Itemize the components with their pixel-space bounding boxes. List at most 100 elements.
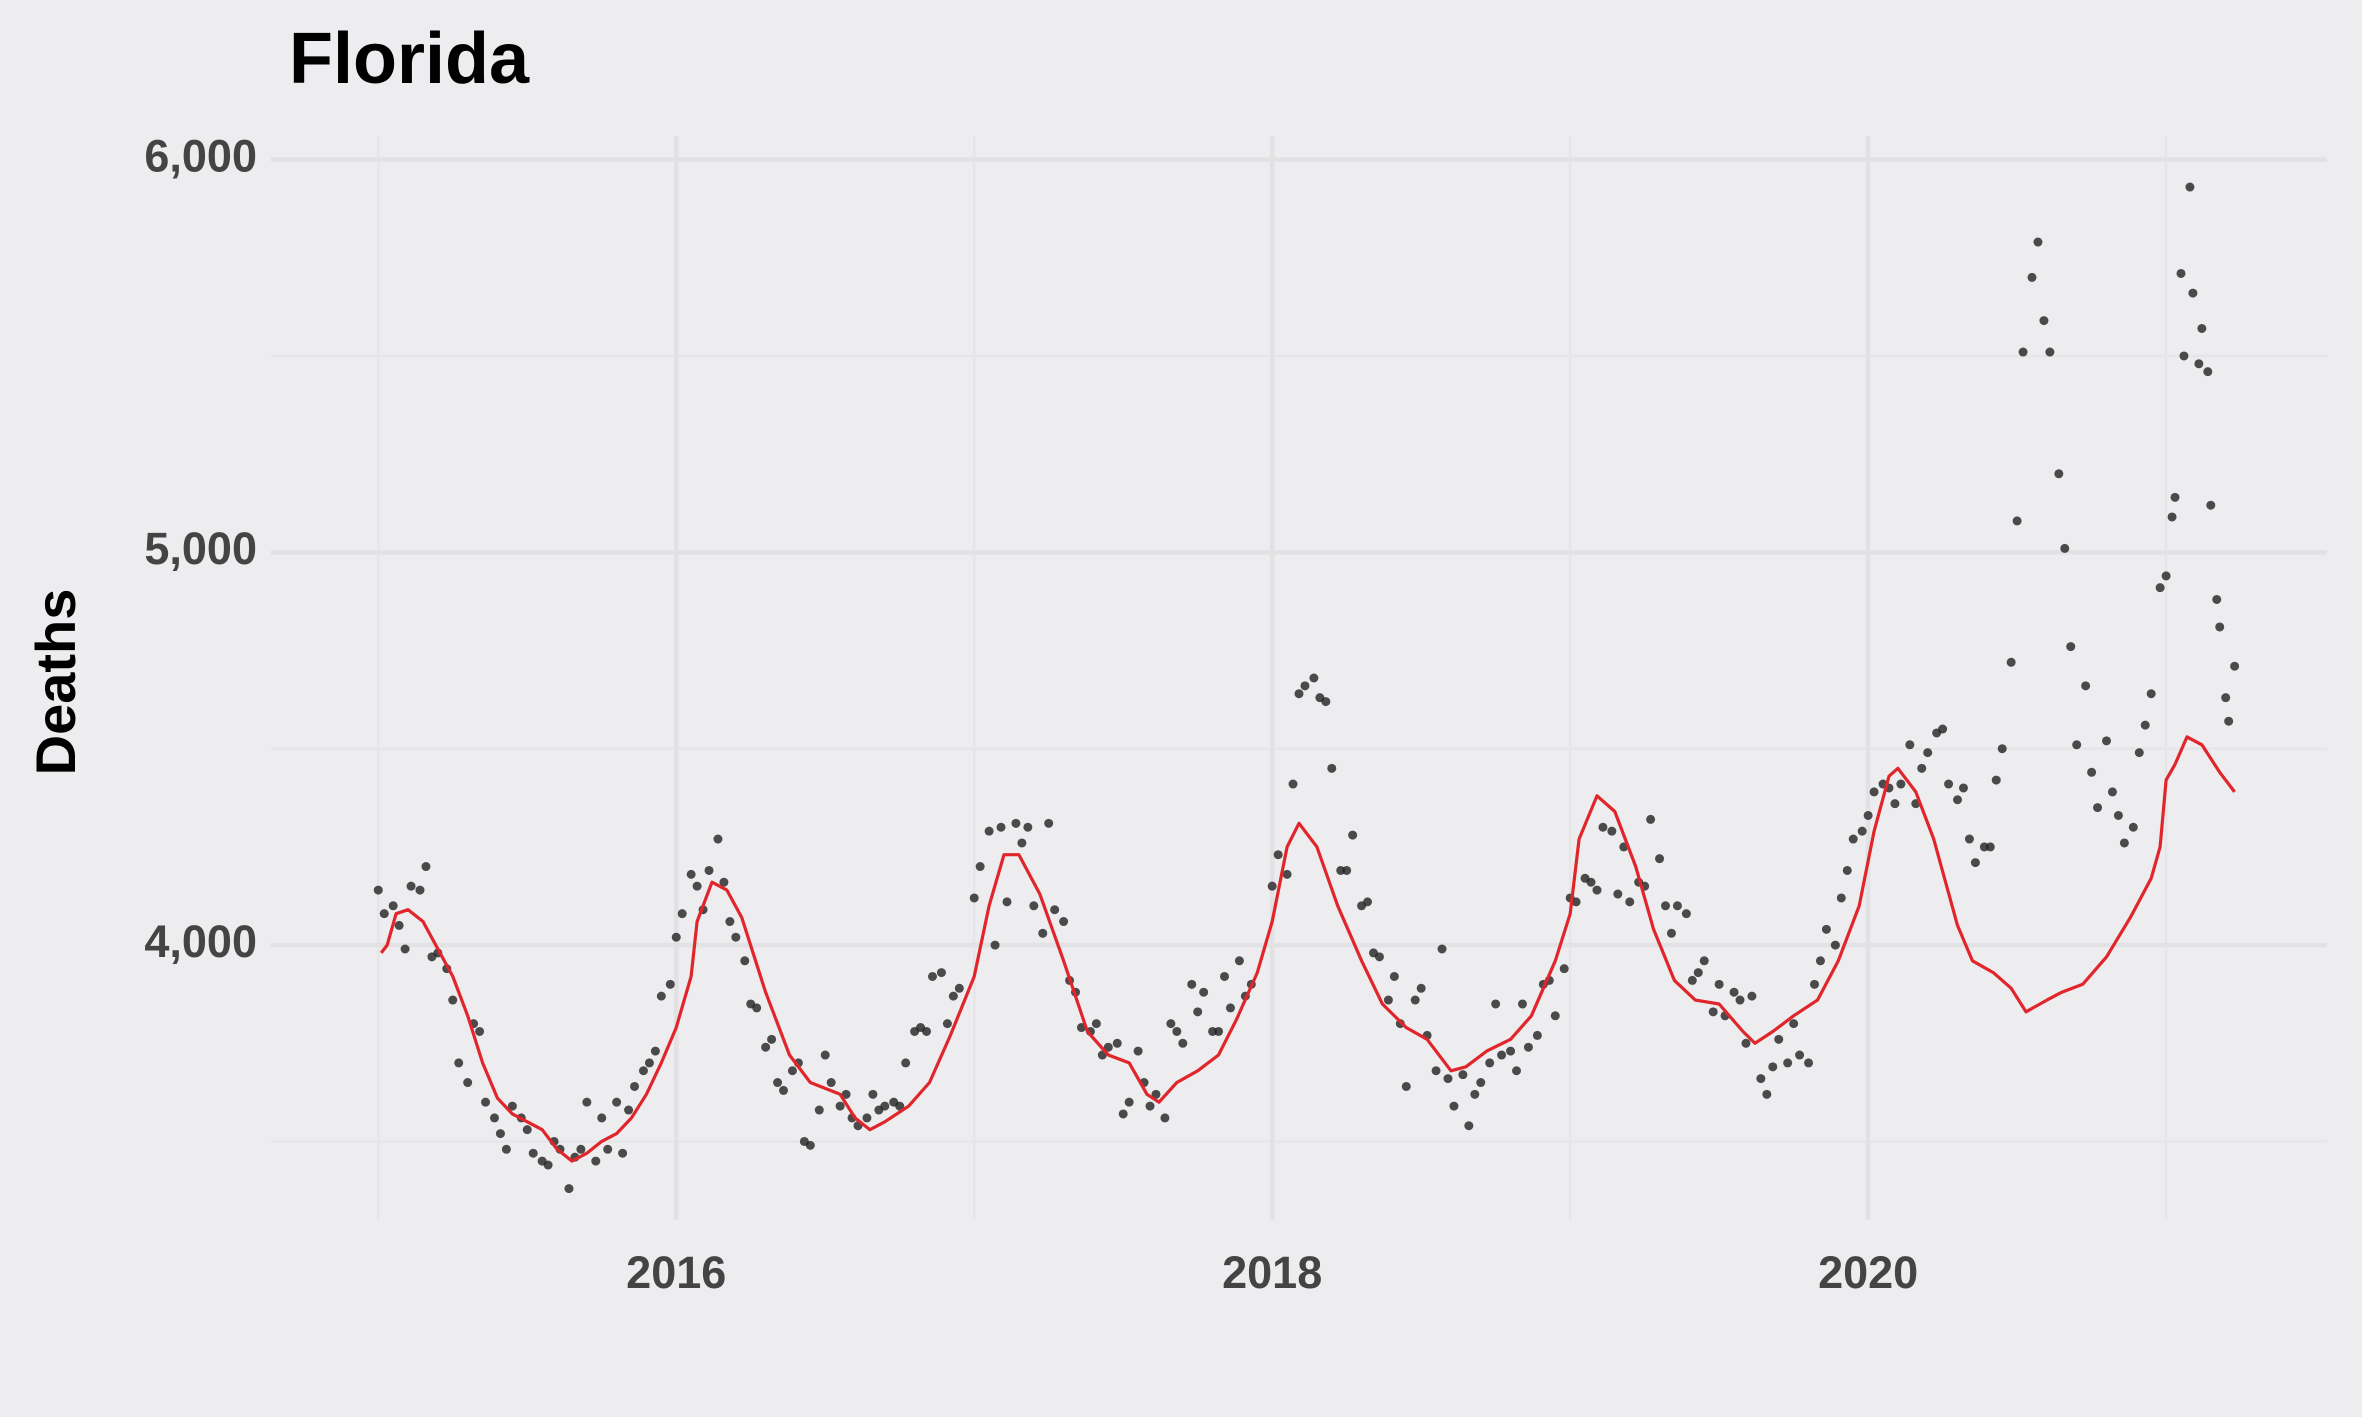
data-point: [1038, 928, 1048, 938]
data-point: [612, 1097, 622, 1107]
data-point: [1342, 865, 1352, 875]
data-point: [394, 920, 404, 930]
data-point: [1234, 956, 1244, 966]
data-point: [704, 865, 714, 875]
data-point: [1112, 1038, 1122, 1048]
data-point: [591, 1156, 601, 1166]
data-point: [868, 1089, 878, 1099]
data-point: [1735, 995, 1745, 1005]
data-point: [507, 1101, 517, 1111]
chart-title: Florida: [289, 19, 530, 99]
data-point: [1443, 1074, 1453, 1084]
data-point: [1151, 1089, 1161, 1099]
data-point: [1267, 881, 1277, 891]
data-point: [379, 909, 389, 919]
data-point: [1401, 1081, 1411, 1091]
data-point: [2155, 583, 2165, 593]
data-point: [1830, 940, 1840, 950]
data-point: [448, 995, 458, 1005]
data-point: [1133, 1046, 1143, 1056]
data-point: [820, 1050, 830, 1060]
data-point: [400, 944, 410, 954]
data-point: [1774, 1034, 1784, 1044]
data-point: [725, 917, 735, 927]
data-point: [2072, 740, 2082, 750]
data-point: [1964, 834, 1974, 844]
data-point: [692, 881, 702, 891]
data-point: [1944, 779, 1954, 789]
data-point: [713, 834, 723, 844]
data-point: [805, 1140, 815, 1150]
data-point: [2006, 657, 2016, 667]
data-point: [1309, 673, 1319, 683]
data-point: [603, 1144, 613, 1154]
data-point: [650, 1046, 660, 1056]
data-point: [1145, 1101, 1155, 1111]
data-point: [686, 869, 696, 879]
data-point: [835, 1101, 845, 1111]
data-point: [1214, 1026, 1224, 1036]
data-point: [1741, 1038, 1751, 1048]
data-point: [638, 1066, 648, 1076]
data-point: [1485, 1058, 1495, 1068]
data-point: [1497, 1050, 1507, 1060]
data-point: [990, 940, 1000, 950]
data-point: [1363, 897, 1373, 907]
data-point: [2224, 716, 2234, 726]
data-point: [1458, 1070, 1468, 1080]
data-point: [1389, 971, 1399, 981]
data-point: [2119, 838, 2129, 848]
plot-area: [373, 182, 2240, 1194]
data-point: [1809, 979, 1819, 989]
data-point: [1416, 983, 1426, 993]
data-point: [1178, 1038, 1188, 1048]
data-point: [1958, 783, 1968, 793]
data-point: [1124, 1097, 1134, 1107]
data-point: [373, 885, 383, 895]
data-point: [1836, 893, 1846, 903]
data-point: [2081, 681, 2091, 691]
data-point: [2102, 736, 2112, 746]
data-point: [1300, 681, 1310, 691]
data-point: [665, 979, 675, 989]
data-point: [1011, 818, 1021, 828]
data-point: [481, 1097, 491, 1107]
data-point: [779, 1085, 789, 1095]
data-point: [1225, 1003, 1235, 1013]
data-point: [1693, 968, 1703, 978]
data-point: [2012, 516, 2022, 526]
data-point: [543, 1160, 553, 1170]
data-point: [489, 1113, 499, 1123]
data-point: [1273, 850, 1283, 860]
data-point: [624, 1105, 634, 1115]
data-point: [1646, 814, 1656, 824]
data-point: [1431, 1066, 1441, 1076]
data-point: [1768, 1062, 1778, 1072]
data-point: [1017, 838, 1027, 848]
x-tick-label: 2016: [626, 1247, 726, 1298]
data-point: [1383, 995, 1393, 1005]
data-point: [2167, 512, 2177, 522]
data-point: [1571, 897, 1581, 907]
data-point: [1193, 1007, 1203, 1017]
data-point: [2206, 500, 2216, 510]
data-point: [1321, 697, 1331, 707]
data-point: [2027, 272, 2037, 282]
data-point: [2194, 359, 2204, 369]
y-axis-title: Deaths: [24, 589, 87, 776]
data-point: [1288, 779, 1298, 789]
data-point: [1625, 897, 1635, 907]
data-point: [2060, 543, 2070, 553]
data-point: [1729, 987, 1739, 997]
data-point: [618, 1148, 628, 1158]
data-point: [2107, 787, 2117, 797]
data-point: [862, 1113, 872, 1123]
data-point: [1699, 956, 1709, 966]
data-point: [880, 1101, 890, 1111]
data-point: [1953, 795, 1963, 805]
data-point: [1476, 1078, 1486, 1088]
data-point: [630, 1081, 640, 1091]
data-point: [1517, 999, 1527, 1009]
data-point: [2188, 288, 2198, 298]
